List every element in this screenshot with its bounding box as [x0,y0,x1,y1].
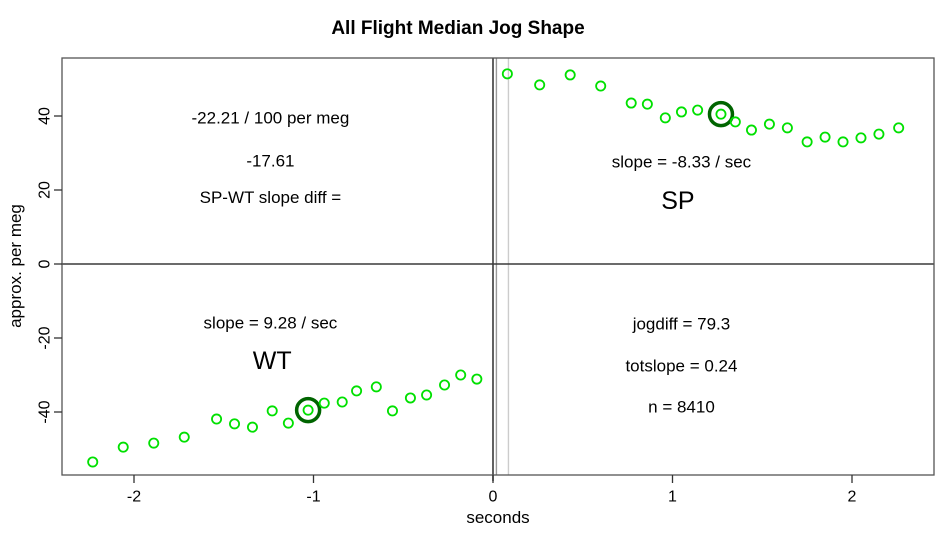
chart-title: All Flight Median Jog Shape [331,18,585,39]
y-tick-label: 0 [37,259,54,268]
group-label: WT [253,347,292,375]
sp-data-point [729,116,741,128]
x-tick-label: -2 [127,489,141,506]
wt-data-point [178,431,190,443]
y-tick-label: 20 [37,181,54,199]
wt-data-point [282,417,294,429]
sp-data-point [801,136,813,148]
x-axis-title: seconds [466,508,530,527]
wt-data-point [439,379,451,391]
wt-data-point [351,385,363,397]
sp-data-point [625,97,637,109]
sp-data-point [675,106,687,118]
wt-data-point [421,389,433,401]
y-tick-label: 40 [37,107,54,125]
sp-highlight-ring [707,100,735,128]
sp-data-point [781,122,793,134]
wt-data-point [336,396,348,408]
annotation-text: totslope = 0.24 [625,357,737,376]
sp-data-point [745,124,757,136]
y-axis-title: approx. per meg [6,204,25,328]
wt-data-point [229,418,241,430]
annotation-text: n = 8410 [648,397,715,416]
x-tick-label: 1 [668,489,677,506]
annotation-text: slope = 9.28 / sec [204,313,338,332]
wt-data-point [117,441,129,453]
sp-data-point [659,112,671,124]
wt-data-point [386,405,398,417]
x-tick-label: -1 [306,489,320,506]
sp-data-point [837,136,849,148]
wt-data-point [87,456,99,468]
annotation-text: jogdiff = 79.3 [632,314,731,333]
annotation-text: -17.61 [246,152,294,171]
sp-data-point [692,104,704,116]
group-label: SP [661,187,694,215]
wt-highlight-ring [294,396,322,424]
annotation-text: -22.21 / 100 per meg [192,108,350,127]
wt-data-point [266,405,278,417]
x-tick-label: 2 [848,489,857,506]
wt-data-point [302,404,314,416]
sp-data-point [893,122,905,134]
annotation-text: slope = -8.33 / sec [612,152,752,171]
wt-data-point [148,437,160,449]
wt-data-point [246,421,258,433]
y-tick-label: -20 [37,326,54,349]
y-tick-label: -40 [37,400,54,423]
sp-data-point [855,132,867,144]
sp-data-point [763,118,775,130]
sp-data-point [564,69,576,81]
wt-data-point [211,413,223,425]
sp-data-point [595,80,607,92]
sp-data-point [819,131,831,143]
sp-data-point [641,98,653,110]
plot-box [61,57,935,476]
wt-data-point [455,369,467,381]
annotation-text: SP-WT slope diff = [200,188,342,207]
sp-data-point [534,79,546,91]
wt-data-point [318,397,330,409]
sp-data-point [715,108,727,120]
x-tick-label: 0 [489,489,498,506]
wt-data-point [404,392,416,404]
wt-data-point [370,381,382,393]
sp-data-point [873,128,885,140]
sp-data-point [501,68,513,80]
wt-data-point [471,373,483,385]
